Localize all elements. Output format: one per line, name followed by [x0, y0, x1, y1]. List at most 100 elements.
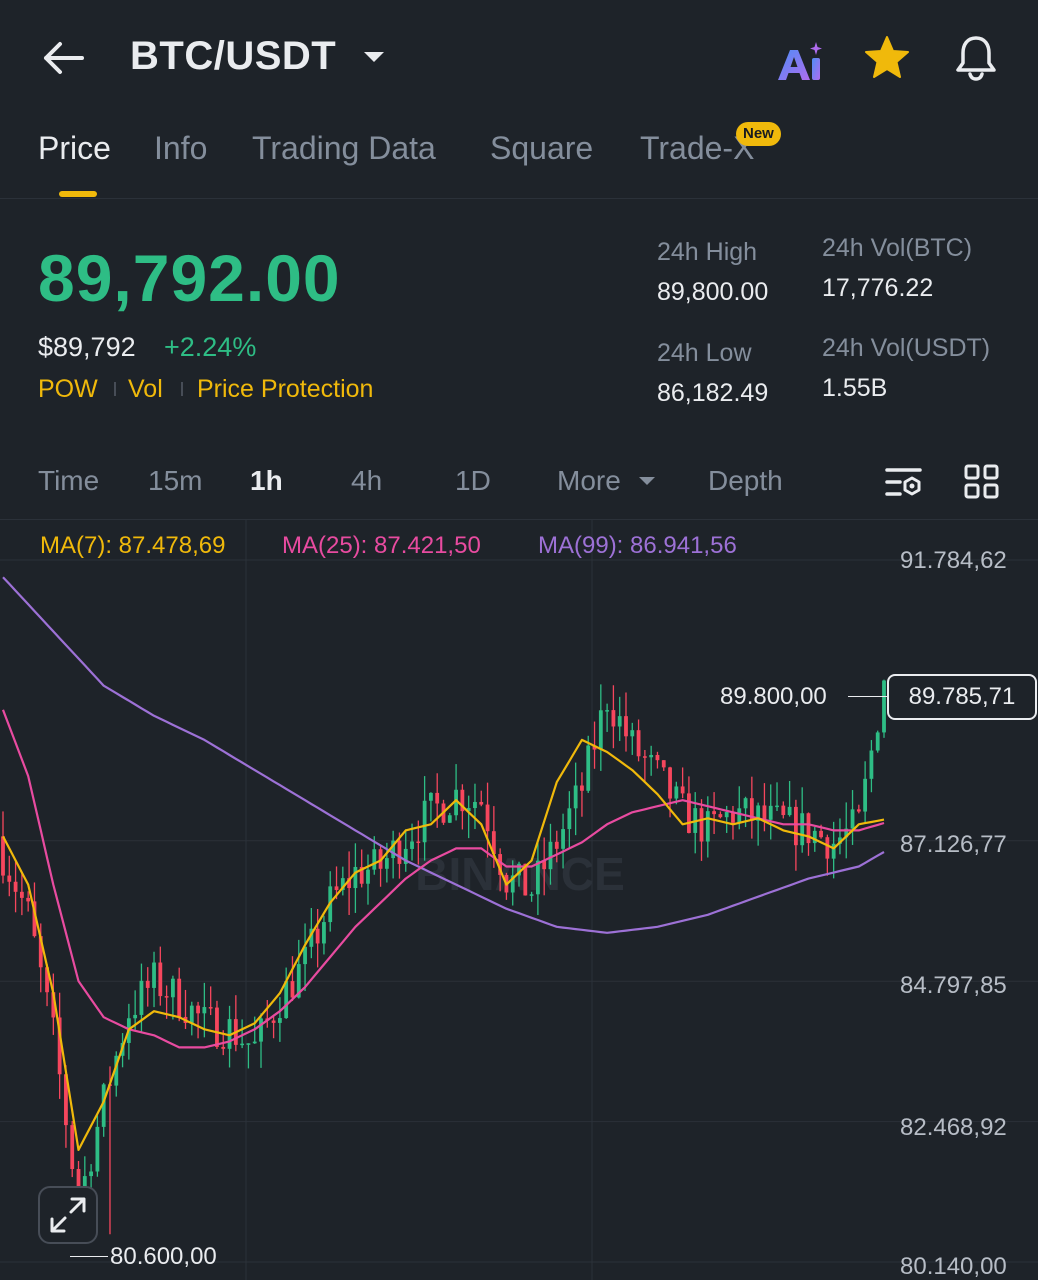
candle-body: [844, 828, 849, 838]
candle-body: [535, 860, 540, 895]
back-arrow-icon: [44, 42, 84, 74]
candle-body: [189, 1005, 194, 1023]
y-axis-label: 91.784,62: [900, 547, 1007, 574]
candle-body: [454, 789, 458, 816]
candle-body: [787, 806, 792, 816]
candle-body: [202, 1007, 207, 1014]
tf-time[interactable]: Time: [38, 465, 100, 496]
notifications-button[interactable]: [950, 32, 1002, 84]
candle-body: [315, 928, 320, 944]
ma99-line: [2, 576, 885, 934]
candle-body: [133, 1014, 138, 1019]
candle-body: [347, 878, 352, 889]
tabs-divider: [0, 198, 1038, 199]
candle-body: [460, 789, 465, 812]
tag-pow[interactable]: POW: [38, 375, 98, 403]
candle-body: [831, 843, 836, 859]
candle-body: [743, 798, 748, 809]
candle-body: [642, 756, 647, 758]
candle-body: [227, 1019, 232, 1049]
star-icon: [865, 36, 909, 78]
candle-body: [768, 805, 773, 820]
expand-chart-button[interactable]: [38, 1186, 98, 1244]
candle-body: [422, 800, 427, 843]
candle-body: [749, 798, 754, 821]
ai-icon: [778, 42, 822, 80]
chart-settings-icon[interactable]: [884, 462, 924, 502]
candlestick-chart[interactable]: BINANCE: [0, 520, 1038, 1280]
candle-body: [177, 978, 182, 1017]
tf-1h[interactable]: 1h: [250, 465, 283, 496]
candle-body: [26, 897, 31, 902]
candle-body: [485, 804, 490, 832]
candle-body: [863, 778, 868, 812]
candle-body: [64, 1074, 68, 1126]
y-axis-label: 80.140,00: [900, 1253, 1007, 1280]
candle-body: [737, 808, 742, 823]
last-price: 89,792.00: [38, 241, 341, 315]
candle-body: [101, 1084, 106, 1127]
candle-body: [45, 967, 49, 993]
candle-body: [630, 730, 635, 737]
candle-body: [756, 805, 761, 821]
candle-body: [517, 863, 521, 876]
candle-body: [649, 754, 654, 758]
stat-vol-btc-value: 17,776.22: [822, 274, 934, 302]
pair-title[interactable]: BTC/USDT: [130, 34, 337, 78]
candle-body: [435, 792, 440, 804]
candle-body: [277, 1018, 282, 1023]
candle-body: [731, 812, 735, 823]
candle-body: [171, 978, 175, 998]
candle-body: [838, 837, 842, 844]
candle-body: [705, 811, 710, 842]
candle-body: [567, 808, 572, 830]
candle-body: [384, 858, 389, 869]
tag-price-protection[interactable]: Price Protection: [197, 375, 374, 403]
candle-body: [687, 793, 691, 833]
candle-body: [762, 805, 767, 820]
current-price-box: 89.785,71: [887, 674, 1037, 720]
tag-vol[interactable]: Vol: [128, 375, 163, 403]
tf-4h[interactable]: 4h: [351, 465, 383, 496]
back-button[interactable]: [38, 36, 86, 80]
bell-icon: [956, 36, 996, 81]
candle-body: [13, 881, 18, 892]
candle-body: [139, 980, 144, 1015]
tab-trade-x[interactable]: Trade-X: [640, 130, 755, 166]
candle-body: [19, 891, 24, 898]
candle-body: [806, 813, 811, 844]
candle-body: [781, 805, 786, 816]
candle-body: [680, 786, 685, 794]
candle-body: [573, 785, 578, 809]
ai-assistant-button[interactable]: [774, 40, 826, 84]
tab-info[interactable]: Info: [154, 130, 208, 166]
timeframe-divider: [0, 519, 1038, 520]
candle-body: [215, 1007, 219, 1047]
tab-price[interactable]: Price: [38, 130, 111, 166]
candle-body: [661, 760, 666, 768]
tf-15m[interactable]: 15m: [148, 465, 203, 496]
grid-layout-icon[interactable]: [962, 462, 1002, 502]
stat-high-value: 89,800.00: [657, 278, 769, 306]
candle-body: [290, 981, 295, 998]
tab-square[interactable]: Square: [490, 130, 594, 166]
change-percent: +2.24%: [164, 332, 257, 362]
caret-down-icon[interactable]: [637, 474, 657, 488]
candle-body: [7, 875, 12, 882]
favorite-button[interactable]: [862, 34, 912, 82]
tf-depth[interactable]: Depth: [708, 465, 783, 496]
caret-down-icon[interactable]: [362, 48, 386, 66]
candle-body: [410, 841, 414, 849]
candle-body: [366, 869, 370, 884]
candle-body: [718, 814, 723, 818]
candle-body: [38, 936, 43, 968]
y-axis-label: 82.468,92: [900, 1114, 1007, 1141]
candle-body: [554, 841, 559, 849]
tf-1d[interactable]: 1D: [455, 465, 491, 496]
tf-more[interactable]: More: [557, 465, 621, 496]
candle-body: [800, 813, 805, 846]
candle-body: [473, 801, 477, 809]
candle-body: [164, 996, 169, 998]
tab-trading-data[interactable]: Trading Data: [252, 130, 436, 166]
y-axis-label: 84.797,85: [900, 972, 1007, 999]
